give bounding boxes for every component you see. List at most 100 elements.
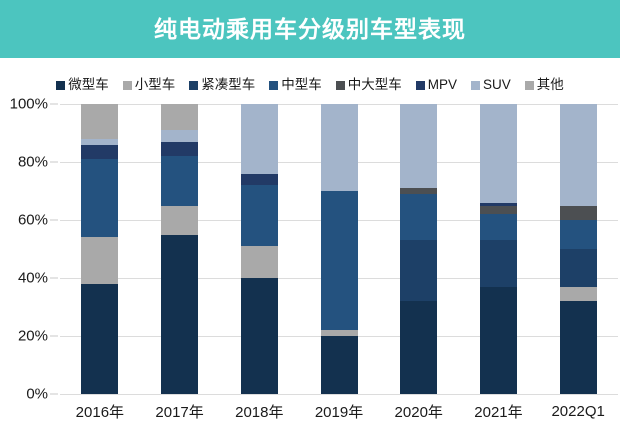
- bar-segment[interactable]: [479, 104, 517, 203]
- bar-segment[interactable]: [559, 220, 597, 250]
- legend-swatch-icon: [56, 80, 66, 90]
- x-axis-label-slot: 2022Q1: [538, 394, 618, 428]
- legend-swatch-icon: [189, 80, 199, 90]
- bar-segment[interactable]: [240, 185, 278, 247]
- bar-segment[interactable]: [81, 144, 119, 160]
- y-axis-tick-label: 0%: [26, 385, 48, 403]
- bar-group: [379, 104, 459, 394]
- bar-segment[interactable]: [161, 234, 199, 394]
- y-axis-tick-mark: [50, 103, 58, 105]
- x-axis-label-slot: 2017年: [140, 394, 220, 428]
- bar-segment[interactable]: [161, 130, 199, 142]
- bar-segment[interactable]: [559, 104, 597, 206]
- bar-segment[interactable]: [559, 286, 597, 302]
- x-axis: 2016年 2017年 2018年 2019年 2020年 2021年 2022Q1: [60, 394, 618, 428]
- bar-segment[interactable]: [320, 104, 358, 192]
- y-axis-tick-mark: [50, 393, 58, 395]
- bar-segment[interactable]: [479, 286, 517, 394]
- bar-segment[interactable]: [161, 141, 199, 157]
- bar-group: [140, 104, 220, 394]
- x-axis-tick-label: 2021年: [474, 403, 523, 421]
- bar-segment[interactable]: [161, 156, 199, 206]
- stacked-bar[interactable]: [81, 104, 119, 394]
- stacked-bar[interactable]: [479, 104, 517, 394]
- bar-segment[interactable]: [400, 193, 438, 241]
- bar-segment[interactable]: [81, 237, 119, 284]
- bar-group: [538, 104, 618, 394]
- bar-segment[interactable]: [320, 330, 358, 336]
- plot-area: [60, 104, 618, 395]
- x-axis-label-slot: 2020年: [379, 394, 459, 428]
- bar-group: [299, 104, 379, 394]
- stacked-bar[interactable]: [400, 104, 438, 394]
- legend-swatch-icon: [524, 80, 534, 90]
- y-axis: 100% 80% 60% 40% 20% 0%: [0, 96, 58, 403]
- bars-layer: [60, 104, 618, 394]
- y-axis-tick-mark: [50, 219, 58, 221]
- legend-swatch-icon: [415, 80, 425, 90]
- stacked-bar[interactable]: [559, 104, 597, 394]
- y-axis-tick-mark: [50, 335, 58, 337]
- legend-item-label: 中大型车: [347, 77, 402, 93]
- x-axis-label-slot: 2018年: [219, 394, 299, 428]
- bar-segment[interactable]: [240, 173, 278, 186]
- legend-item[interactable]: 其他: [524, 77, 564, 93]
- legend-item[interactable]: 中大型车: [335, 77, 402, 93]
- legend-swatch-icon: [471, 80, 480, 90]
- bar-segment[interactable]: [161, 104, 199, 131]
- y-axis-tick-label: 20%: [17, 327, 48, 345]
- stacked-bar[interactable]: [161, 104, 199, 394]
- bar-segment[interactable]: [400, 240, 438, 302]
- bar-group: [459, 104, 539, 394]
- legend-item[interactable]: 紧凑型车: [189, 78, 255, 92]
- legend-item[interactable]: 小型车: [122, 77, 176, 93]
- bar-segment[interactable]: [240, 278, 278, 394]
- x-axis-label-slot: 2019年: [299, 394, 379, 428]
- stacked-bar[interactable]: [320, 104, 358, 394]
- y-axis-tick-label: 60%: [17, 211, 48, 229]
- bar-segment[interactable]: [479, 205, 517, 215]
- bar-group: [60, 104, 140, 394]
- legend-item-label: 小型车: [134, 77, 176, 93]
- legend-item-label: 紧凑型车: [201, 77, 256, 93]
- y-axis-tick-label: 40%: [17, 269, 48, 287]
- bar-segment[interactable]: [479, 240, 517, 287]
- legend-item[interactable]: MPV: [415, 78, 457, 92]
- bar-segment[interactable]: [559, 205, 597, 221]
- legend-item-label: 中型车: [281, 77, 322, 93]
- bar-segment[interactable]: [559, 249, 597, 287]
- x-axis-tick-label: 2018年: [235, 403, 284, 421]
- legend-item-label: 微型车: [68, 77, 109, 93]
- bar-segment[interactable]: [81, 104, 119, 139]
- legend-item-label: SUV: [483, 77, 511, 93]
- x-axis-tick-label: 2020年: [394, 403, 443, 421]
- chart-header-band: 纯电动乘用车分级别车型表现: [0, 0, 620, 58]
- bar-segment[interactable]: [320, 336, 358, 394]
- bar-segment[interactable]: [81, 138, 119, 145]
- y-axis-tick-mark: [50, 161, 58, 163]
- y-axis-tick-label: 100%: [9, 95, 48, 113]
- legend-item-label: 其他: [536, 77, 564, 93]
- bar-segment[interactable]: [240, 104, 278, 174]
- bar-segment[interactable]: [559, 301, 597, 394]
- bar-segment[interactable]: [400, 301, 438, 394]
- legend-item[interactable]: 微型车: [56, 78, 109, 92]
- bar-segment[interactable]: [400, 104, 438, 189]
- x-axis-label-slot: 2021年: [459, 394, 539, 428]
- x-axis-tick-label: 2017年: [155, 403, 204, 421]
- bar-segment[interactable]: [400, 188, 438, 194]
- stacked-bar[interactable]: [240, 104, 278, 394]
- bar-segment[interactable]: [320, 191, 358, 331]
- chart-legend: 微型车 小型车 紧凑型车 中型车 中大型车 MPV SUV 其他: [0, 74, 620, 96]
- bar-segment[interactable]: [240, 246, 278, 278]
- bar-segment[interactable]: [479, 202, 517, 206]
- bar-segment[interactable]: [81, 159, 119, 238]
- legend-swatch-icon: [335, 80, 345, 90]
- legend-item[interactable]: SUV: [471, 78, 511, 92]
- x-axis-label-slot: 2016年: [60, 394, 140, 428]
- legend-item[interactable]: 中型车: [269, 78, 322, 92]
- bar-segment[interactable]: [81, 283, 119, 394]
- bar-segment[interactable]: [479, 214, 517, 241]
- y-axis-tick-label: 80%: [17, 153, 48, 171]
- bar-segment[interactable]: [161, 205, 199, 235]
